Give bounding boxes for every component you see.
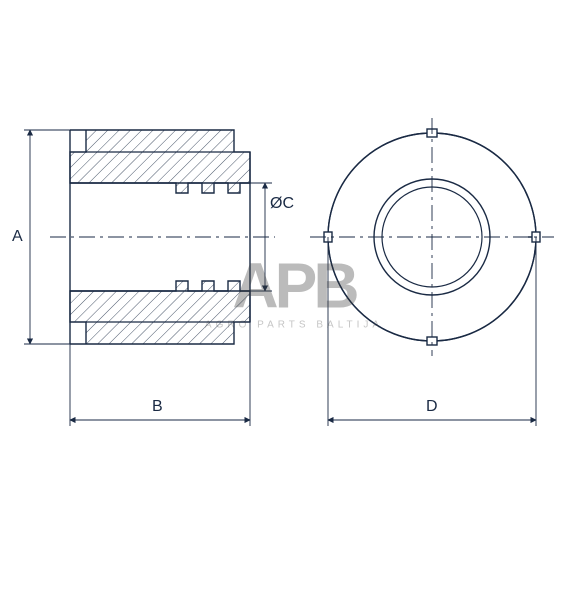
drawing-svg [0,0,588,588]
technical-drawing [0,0,588,588]
label-a: A [12,228,23,246]
section-view [50,130,275,344]
end-view [310,118,554,356]
label-b: B [152,398,163,416]
label-d: D [426,398,438,416]
label-c: ØC [270,195,294,213]
